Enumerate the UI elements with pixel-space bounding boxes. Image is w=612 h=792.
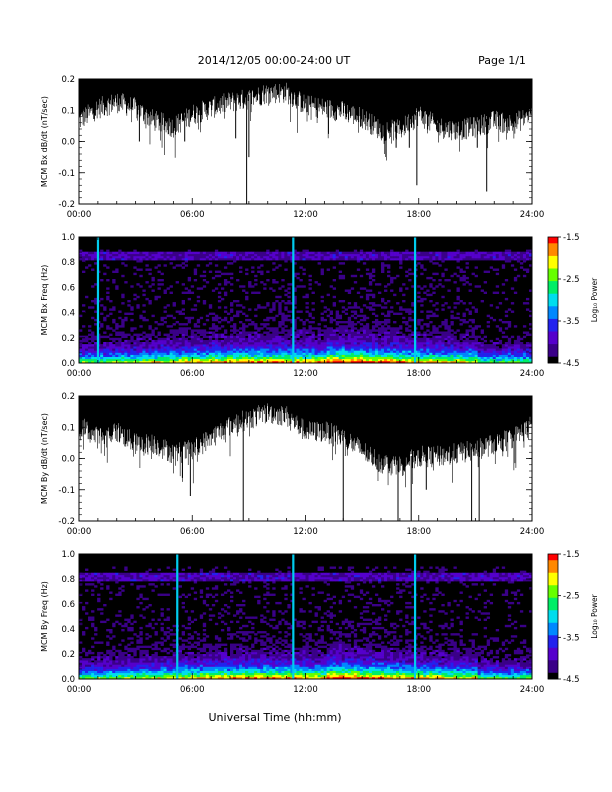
y-tick-label: 1.0 xyxy=(61,550,75,560)
x-tick-label: 00:00 xyxy=(67,685,92,695)
y-tick-label: 0.8 xyxy=(61,258,75,268)
y-tick-label: -0.1 xyxy=(58,169,75,179)
x-tick-label: 12:00 xyxy=(293,527,318,537)
x-axis-label: Universal Time (hh:mm) xyxy=(209,711,342,724)
y-tick-label: 0.2 xyxy=(61,392,75,402)
x-tick-label: 06:00 xyxy=(180,685,205,695)
colorbar-tick-label: -1.5 xyxy=(563,550,580,560)
figure-title: 2014/12/05 00:00-24:00 UT xyxy=(198,54,351,67)
x-tick-label: 06:00 xyxy=(180,527,205,537)
colorbar-by: -1.5 -2.5 -3.5 -4.5 Log₁₀ Power xyxy=(547,550,599,685)
y-tick-label: 0.0 xyxy=(61,359,75,369)
x-tick-label: 24:00 xyxy=(520,685,545,695)
colorbar-label: Log₁₀ Power xyxy=(590,593,599,638)
x-tick-label: 12:00 xyxy=(293,369,318,379)
y-axis-label: MCM By dB/dt (nT/sec) xyxy=(40,413,49,504)
y-tick-label: 1.0 xyxy=(61,233,75,243)
x-tick-label: 18:00 xyxy=(407,685,432,695)
colorbar-tick-label: -2.5 xyxy=(563,275,580,285)
y-tick-label: 0.6 xyxy=(61,283,75,293)
y-tick-label: 0.2 xyxy=(61,650,75,660)
colorbar-tick-label: -4.5 xyxy=(563,675,580,685)
spectral-streak xyxy=(413,554,417,679)
spectral-streak xyxy=(292,237,295,363)
dbdt-trace xyxy=(78,396,533,488)
spectral-streak xyxy=(96,237,100,363)
y-tick-label: 0.1 xyxy=(61,423,75,433)
y-tick-label: 0.1 xyxy=(61,106,75,116)
y-tick-label: 0.0 xyxy=(61,675,75,685)
y-tick-label: 0.4 xyxy=(61,625,75,635)
y-tick-label: 0.8 xyxy=(61,575,75,585)
y-tick-label: 0.4 xyxy=(61,309,75,319)
x-tick-label: 00:00 xyxy=(67,527,92,537)
x-tick-label: 24:00 xyxy=(520,210,545,220)
y-tick-label: 0.6 xyxy=(61,600,75,610)
colorbar-tick-label: -2.5 xyxy=(563,592,580,602)
x-tick-label: 00:00 xyxy=(67,210,92,220)
page-number: Page 1/1 xyxy=(478,54,526,67)
x-tick-label: 18:00 xyxy=(407,210,432,220)
spectral-streak xyxy=(292,554,295,679)
x-tick-label: 06:00 xyxy=(180,210,205,220)
y-tick-label: 0.2 xyxy=(61,334,75,344)
x-tick-label: 12:00 xyxy=(293,685,318,695)
x-tick-label: 18:00 xyxy=(407,527,432,537)
x-tick-label: 24:00 xyxy=(520,527,545,537)
dbdt-trace xyxy=(78,79,533,161)
spectral-streak xyxy=(413,237,417,363)
bx-spectrogram-panel: 00:00 06:00 12:00 18:00 24:00 1.0 0.8 0.6 0.4 0.2… xyxy=(40,233,544,379)
y-tick-label: -0.2 xyxy=(58,200,75,210)
by-spectrogram-panel: 00:00 06:00 12:00 18:00 24:00 1.0 0.8 0.6 0.4 0.2… xyxy=(40,550,544,695)
y-tick-label: -0.2 xyxy=(58,517,75,527)
x-tick-label: 12:00 xyxy=(293,210,318,220)
bx-dbdt-panel: 00:00 06:00 12:00 18:00 24:00 0.2 0.1 0.0 -0.1 -0… xyxy=(40,75,544,220)
colorbar-label: Log₁₀ Power xyxy=(590,277,599,322)
x-tick-label: 00:00 xyxy=(67,369,92,379)
x-tick-label: 24:00 xyxy=(520,369,545,379)
x-tick-label: 18:00 xyxy=(407,369,432,379)
colorbar-bx: -1.5 -2.5 -3.5 -4.5 Log₁₀ Power xyxy=(547,233,599,369)
by-dbdt-panel: 00:00 06:00 12:00 18:00 24:00 0.2 0.1 0.0 -0.1 -0… xyxy=(40,392,544,537)
colorbar-tick-label: -3.5 xyxy=(563,317,580,327)
y-tick-label: 0.2 xyxy=(61,75,75,85)
spectral-streak xyxy=(176,554,179,679)
y-axis-label: MCM By Freq (Hz) xyxy=(40,581,49,652)
y-tick-label: 0.0 xyxy=(61,138,75,148)
colorbar-tick-label: -3.5 xyxy=(563,633,580,643)
y-tick-label: -0.1 xyxy=(58,486,75,496)
x-tick-label: 06:00 xyxy=(180,369,205,379)
y-axis-label: MCM Bx Freq (Hz) xyxy=(40,265,49,336)
y-axis-label: MCM Bx dB/dt (nT/sec) xyxy=(40,96,49,187)
y-tick-label: 0.0 xyxy=(61,455,75,465)
colorbar-tick-label: -4.5 xyxy=(563,359,580,369)
colorbar-tick-label: -1.5 xyxy=(563,233,580,243)
